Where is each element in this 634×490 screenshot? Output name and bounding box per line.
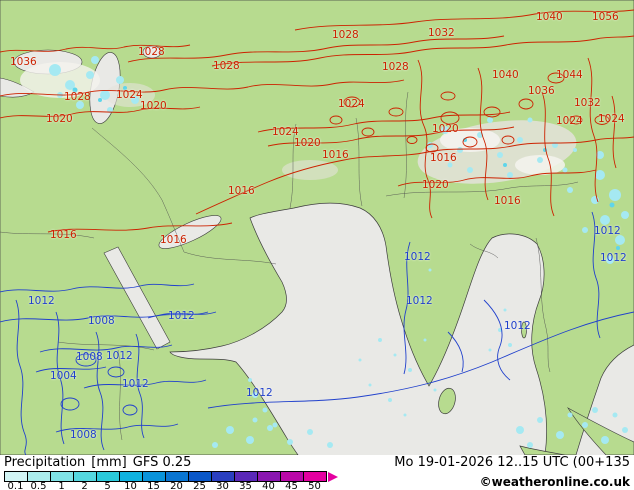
- weather-map: 1036 1028 1028 1028 1032 1040 1056 1028 1024 1020…: [0, 0, 634, 455]
- legend-value: 35: [239, 481, 252, 490]
- legend-swatch: [5, 472, 28, 481]
- persian-gulf: [158, 215, 222, 249]
- legend-value: 10: [124, 481, 137, 490]
- tibet-snow: [515, 155, 565, 175]
- product-title: Precipitation: [4, 455, 86, 470]
- island-sri-lanka: [438, 387, 456, 415]
- island-small: [519, 445, 566, 455]
- legend-value: 1: [58, 481, 65, 490]
- legend-swatch: [74, 472, 97, 481]
- legend-swatch: [212, 472, 235, 481]
- model-name: GFS 0.25: [132, 455, 192, 470]
- legend-value: 40: [262, 481, 275, 490]
- scale-bar: [4, 471, 338, 482]
- island-andaman: [521, 321, 527, 339]
- map-canvas: [0, 0, 634, 455]
- legend-swatch: [235, 472, 258, 481]
- himalaya-snow: [440, 128, 500, 152]
- footer-right: Mo 19-01-2026 12..15 UTC (00+135 ©weathe…: [394, 456, 630, 490]
- legend-value: 30: [216, 481, 229, 490]
- product-units: [mm]: [91, 455, 127, 470]
- footer: Precipitation [mm] GFS 0.25 0.1 0.5 1 2 5 10 15 2…: [0, 455, 634, 490]
- legend-value: 0.1: [7, 481, 24, 490]
- legend-value: 45: [285, 481, 298, 490]
- precipitation-patches: [49, 56, 629, 448]
- anatolia-snow: [20, 62, 100, 98]
- legend-swatch: [166, 472, 189, 481]
- legend-value: 2: [81, 481, 88, 490]
- legend-swatch: [258, 472, 281, 481]
- legend-swatch: [97, 472, 120, 481]
- scale-values: 0.1 0.5 1 2 5 10 15 20 25 30 35 40 45 50: [4, 482, 338, 490]
- isobars-low: [0, 211, 634, 455]
- legend-value: 0.5: [30, 481, 47, 490]
- legend-swatch: [281, 472, 304, 481]
- legend-swatch: [143, 472, 166, 481]
- isobars-high: [0, 9, 634, 233]
- legend-swatch: [120, 472, 143, 481]
- legend-swatch: [304, 472, 326, 481]
- scale-swatches: [4, 471, 327, 482]
- caucasus-terrain: [105, 83, 155, 107]
- legend-swatch: [51, 472, 74, 481]
- footer-left: Precipitation [mm] GFS 0.25 0.1 0.5 1 2 5 10 15 2…: [4, 456, 338, 490]
- legend-value: 5: [104, 481, 111, 490]
- legend-value: 50: [308, 481, 321, 490]
- map-title-line: Precipitation [mm] GFS 0.25: [4, 456, 338, 470]
- precipitation-scale: 0.1 0.5 1 2 5 10 15 20 25 30 35 40 45 50: [4, 470, 338, 490]
- iran-terrain: [282, 160, 338, 180]
- country-borders: [0, 91, 579, 441]
- legend-value: 20: [170, 481, 183, 490]
- copyright: ©weatheronline.co.uk: [479, 475, 630, 489]
- legend-value: 15: [147, 481, 160, 490]
- legend-value: 25: [193, 481, 206, 490]
- scale-arrow-icon: [328, 471, 338, 482]
- aral-sea: [142, 45, 162, 59]
- legend-swatch: [189, 472, 212, 481]
- island-sumatra: [566, 407, 634, 455]
- legend-swatch: [28, 472, 51, 481]
- valid-time: Mo 19-01-2026 12..15 UTC (00+135: [394, 455, 630, 470]
